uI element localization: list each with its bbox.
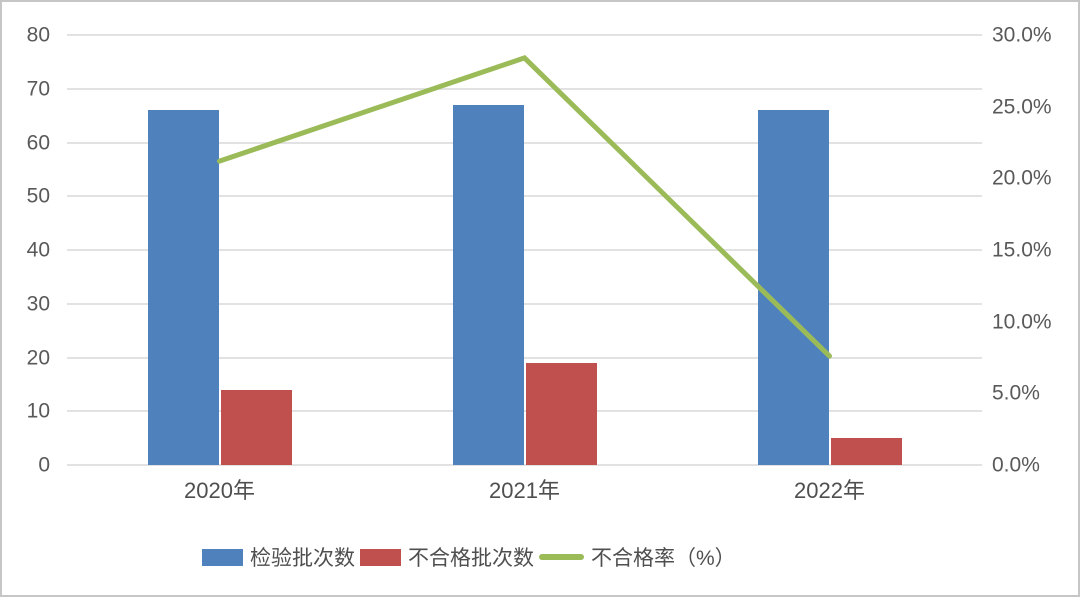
x-axis-category-label: 2022年	[794, 478, 865, 503]
gridline	[67, 195, 982, 198]
left-axis-tick-label: 60	[26, 131, 50, 154]
right-axis-tick-label: 0.0%	[992, 453, 1040, 477]
legend-label-inspected-batches: 检验批次数	[250, 547, 355, 570]
legend-label-unqualified-rate: 不合格率（%）	[591, 547, 736, 570]
right-axis-tick-label: 30.0%	[992, 23, 1052, 47]
left-axis-tick-label: 0	[38, 453, 50, 477]
bar-legend-swatch-icon	[360, 548, 401, 566]
gridline	[67, 356, 982, 359]
right-axis-tick-label: 10.0%	[992, 310, 1052, 334]
x-axis-category-label: 2021年	[489, 478, 560, 503]
right-axis-tick-label: 20.0%	[992, 166, 1052, 190]
x-axis-category-label: 2020年	[184, 478, 255, 503]
right-axis-tick-label: 5.0%	[992, 381, 1040, 405]
right-axis-tick-label: 25.0%	[992, 95, 1052, 119]
gridline	[67, 87, 982, 90]
bar-unqualified-batches	[220, 389, 292, 466]
rate-line-layer	[217, 55, 832, 359]
gridline	[67, 34, 982, 36]
gridline	[67, 302, 982, 305]
gridline	[67, 141, 982, 144]
left-axis-tick-label: 50	[26, 184, 50, 208]
legend-label-unqualified-batches: 不合格批次数	[408, 547, 534, 570]
gridline	[67, 249, 982, 251]
right-axis-tick-label: 15.0%	[992, 238, 1052, 262]
left-axis-tick-label: 80	[26, 23, 50, 47]
legend-item-unqualified-rate: 不合格率（%）	[539, 542, 736, 572]
line-legend-swatch-icon	[539, 554, 584, 560]
legend-item-unqualified-batches: 不合格批次数	[360, 542, 534, 572]
bar-legend-swatch-icon	[202, 548, 243, 566]
legend: 检验批次数 不合格批次数 不合格率（%）	[202, 542, 736, 572]
left-axis-tick-label: 70	[26, 77, 50, 101]
bar-inspected-batches	[452, 104, 524, 465]
bar-unqualified-batches	[525, 362, 597, 465]
bar-inspected-batches	[147, 110, 219, 466]
left-axis-tick-label: 10	[26, 399, 50, 423]
left-axis-tick-label: 40	[26, 238, 50, 262]
left-axis-tick-label: 30	[26, 292, 50, 316]
left-axis-tick-label: 20	[26, 346, 50, 369]
plot-area	[67, 34, 982, 466]
legend-item-inspected-batches: 检验批次数	[202, 542, 355, 572]
rate-line	[217, 55, 832, 359]
gridline	[67, 464, 982, 466]
bar-unqualified-batches	[830, 438, 902, 465]
bar-inspected-batches	[757, 110, 829, 466]
gridline	[67, 410, 982, 413]
